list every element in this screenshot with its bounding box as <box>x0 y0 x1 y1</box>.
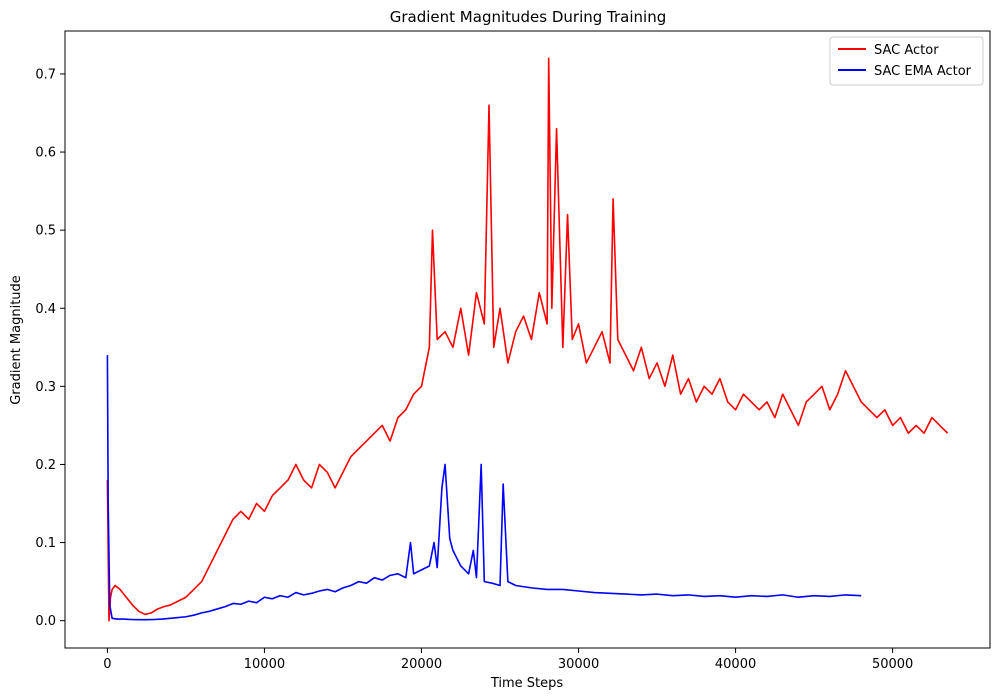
legend: SAC Actor SAC EMA Actor <box>829 36 984 86</box>
y-tick-label: 0.3 <box>35 380 56 395</box>
y-tick-label: 0.7 <box>35 67 56 82</box>
chart-title: Gradient Magnitudes During Training <box>390 8 666 26</box>
y-tick-label: 0.6 <box>35 146 56 161</box>
series-line-sac-ema-actor <box>106 355 862 621</box>
x-axis: 0 10000 20000 30000 40000 50000 <box>103 648 913 672</box>
y-tick-label: 0.0 <box>35 614 56 629</box>
y-axis: 0.0 0.1 0.2 0.3 0.4 0.5 0.6 0.7 <box>35 67 65 629</box>
series-line-sac-actor <box>106 57 949 622</box>
legend-label-sac-actor: SAC Actor <box>874 43 939 58</box>
x-tick-label: 20000 <box>401 657 442 672</box>
x-tick-label: 50000 <box>872 657 913 672</box>
x-axis-label: Time Steps <box>490 676 564 691</box>
legend-label-sac-ema-actor: SAC EMA Actor <box>874 64 972 79</box>
x-tick-label: 10000 <box>244 657 285 672</box>
y-axis-label: Gradient Magnitude <box>9 275 24 405</box>
legend-box <box>829 36 984 86</box>
y-tick-label: 0.4 <box>35 302 56 317</box>
series-layer <box>106 57 949 622</box>
x-tick-label: 40000 <box>715 657 756 672</box>
y-tick-label: 0.5 <box>35 224 56 239</box>
y-tick-label: 0.1 <box>35 536 56 551</box>
y-tick-label: 0.2 <box>35 458 56 473</box>
x-tick-label: 30000 <box>558 657 599 672</box>
x-tick-label: 0 <box>103 657 111 672</box>
plot-frame <box>64 30 991 649</box>
